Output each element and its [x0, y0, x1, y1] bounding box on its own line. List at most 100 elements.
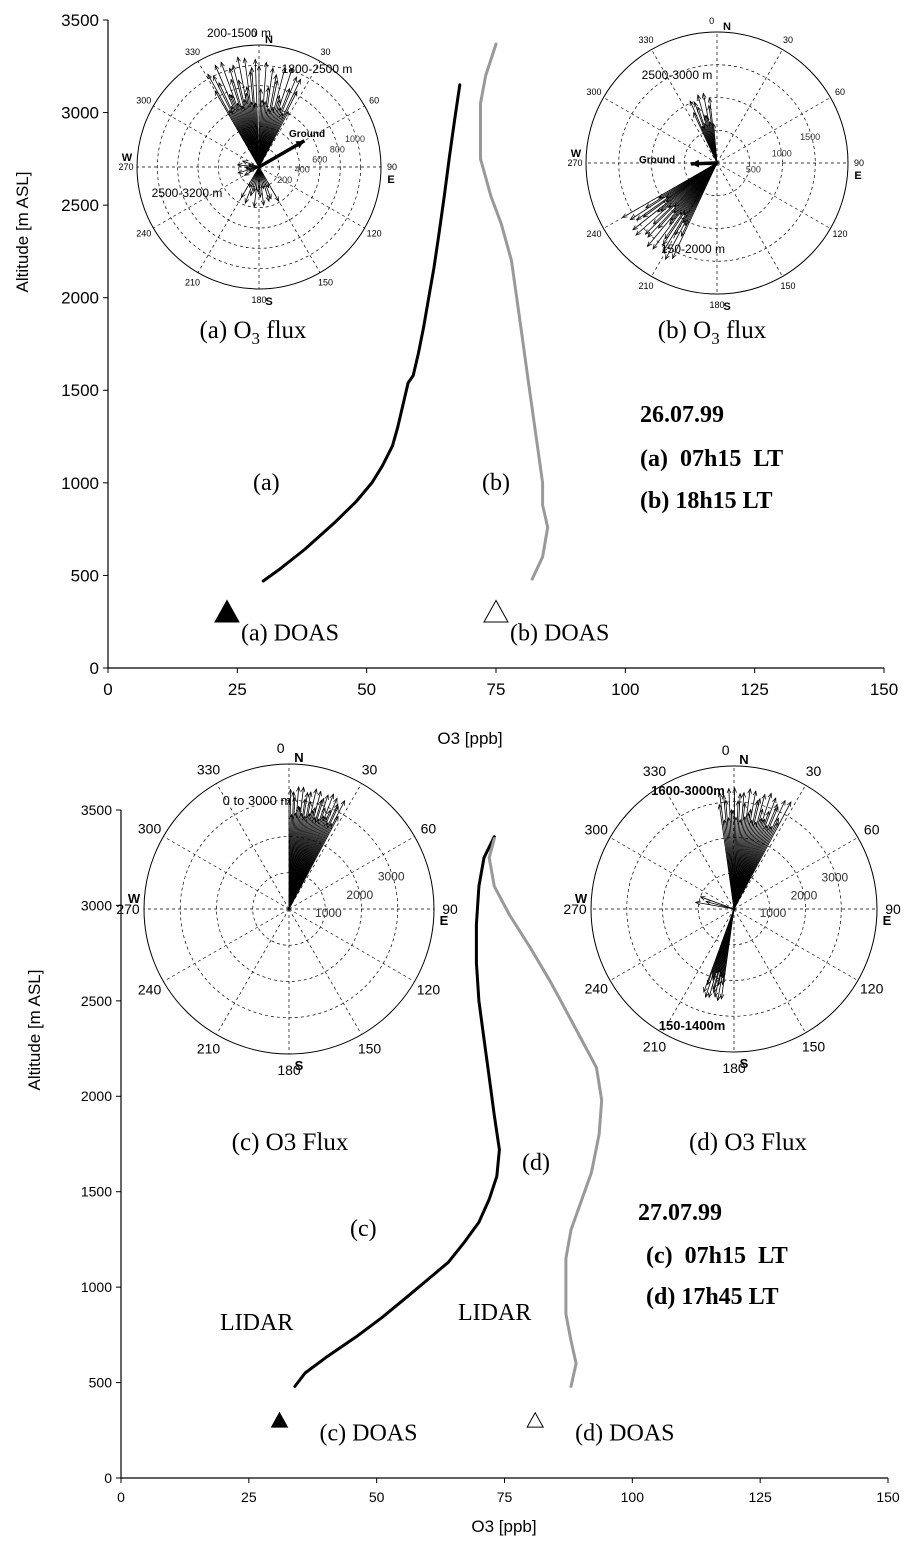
x-tick-label: 125 [748, 1489, 772, 1505]
polar-radial-label: 1000 [760, 906, 787, 920]
annotation-line-c: (c) 07h15 LT [646, 1243, 788, 1269]
flux-vector-head [228, 67, 234, 74]
flux-vector-head [237, 79, 242, 86]
y-tick-label: 1500 [61, 381, 99, 400]
compass-e-label: E [854, 170, 861, 182]
flux-vector-head [255, 187, 261, 193]
ground-label: Ground [639, 155, 675, 166]
flux-vector-head [218, 82, 223, 88]
flux-vector-head [281, 66, 287, 73]
flux-vector-head [621, 213, 628, 219]
flux-vector-head [632, 225, 638, 231]
doas-label-1: (d) DOAS [575, 1421, 674, 1447]
curve-label-b: (b) [482, 470, 510, 496]
flux-vector-head [321, 807, 326, 814]
flux-vector-head [742, 802, 747, 809]
polar-angle-label: 90 [442, 901, 458, 917]
polar-angle-label: 90 [885, 901, 901, 917]
polar-angle-label: 120 [832, 229, 847, 239]
polar-angle-label: 0 [277, 740, 285, 756]
flux-vector [237, 164, 260, 168]
polar-angle-label: 150 [318, 277, 333, 287]
y-tick-label: 3000 [61, 104, 99, 123]
polar-inset-d: 0 30 60 90 120 150 180 210 240 270 300 330 N E S W 1000 2… [563, 742, 901, 1076]
y-tick-label: 2000 [61, 289, 99, 308]
chart-bottom-markers: (c) DOAS (d) DOAS [270, 1411, 675, 1447]
flux-vector-head [701, 92, 707, 99]
flux-vector-head [652, 244, 658, 250]
flux-vector-head [307, 800, 312, 807]
flux-vector [242, 160, 260, 168]
flux-vector-head [767, 792, 773, 799]
x-tick-label: 100 [621, 1489, 645, 1505]
flux-vector [288, 816, 339, 910]
altitude-range-label: 150-2000 m [661, 242, 725, 256]
x-tick-label: 75 [487, 680, 506, 699]
polar-spoke [258, 166, 365, 229]
chart-top-series [261, 42, 550, 583]
y-tick-label: 2500 [61, 196, 99, 215]
polar-angle-label: 0 [722, 742, 730, 758]
series-line-1 [479, 42, 550, 581]
flux-vector-head [214, 64, 220, 71]
polar-angle-label: 300 [138, 820, 162, 836]
curve-label-d: (d) [522, 1150, 550, 1176]
series-line-0 [293, 835, 501, 1388]
chart-bottom-axes: 0 25 50 75 100 125 150050010001500200025003000… [81, 802, 900, 1505]
polar-radial-label: 800 [330, 144, 345, 154]
polar-angle-label: 330 [197, 761, 221, 777]
flux-vector-head [703, 986, 708, 993]
ground-flux-vector [258, 139, 306, 169]
x-tick-label: 25 [228, 680, 247, 699]
compass-w-label: W [571, 148, 582, 160]
polar-radial-label: 2000 [791, 888, 818, 902]
y-tick-label: 500 [89, 1374, 113, 1390]
polar-angle-label: 210 [638, 281, 653, 291]
flux-vector [258, 166, 272, 199]
flux-vector-head [230, 78, 235, 85]
annotation-date-2: 27.07.99 [638, 1200, 722, 1226]
flux-vector-head [719, 993, 725, 1000]
polar-grid-ring [626, 801, 842, 1017]
polar-angle-label: 60 [864, 821, 880, 837]
flux-vector-head [300, 786, 306, 793]
flux-vector-head [712, 984, 717, 991]
altitude-range-label: 2500-3200 m [152, 186, 223, 200]
flux-vector [254, 59, 260, 168]
polar-radial-label: 2000 [346, 888, 373, 902]
flux-vector-head [329, 793, 335, 800]
flux-vector-head [716, 995, 721, 1002]
x-tick-label: 125 [740, 680, 768, 699]
polar-spoke [603, 97, 718, 164]
flux-vector-head [320, 797, 325, 804]
flux-vector-head [672, 253, 677, 260]
series-line-1 [487, 837, 604, 1388]
polar-angle-label: 60 [369, 96, 379, 106]
flux-vector-head [646, 241, 653, 248]
polar-angle-label: 0 [709, 16, 714, 26]
flux-vector-head [721, 793, 727, 800]
polar-angle-label: 330 [185, 47, 200, 57]
flux-vector-head [696, 94, 702, 100]
flux-vector-head [689, 100, 694, 107]
y-tick-label: 1500 [81, 1184, 112, 1200]
flux-vector-head [265, 86, 271, 93]
flux-vector-head [231, 64, 237, 71]
y-tick-label: 1000 [81, 1279, 112, 1295]
flux-vector-head [274, 79, 279, 86]
flux-vector-head [732, 787, 737, 793]
annotation-line-d: (d) 17h45 LT [646, 1284, 779, 1310]
flux-vector [258, 111, 289, 168]
compass-s-label: S [295, 1058, 304, 1073]
flux-vector-head [717, 791, 723, 798]
flux-vector-head [270, 67, 275, 73]
chart-bottom-x-axis-label: O3 [ppb] [471, 1517, 536, 1536]
doas-marker-1 [483, 599, 509, 623]
polar-radial-label: 3000 [378, 870, 405, 884]
polar-spoke [651, 162, 718, 277]
flux-vector [705, 901, 735, 910]
polar-angle-label: 270 [567, 158, 582, 168]
polar-radial-label: 400 [295, 165, 310, 175]
polar-angle-label: 240 [136, 229, 151, 239]
flux-vector [237, 166, 260, 174]
